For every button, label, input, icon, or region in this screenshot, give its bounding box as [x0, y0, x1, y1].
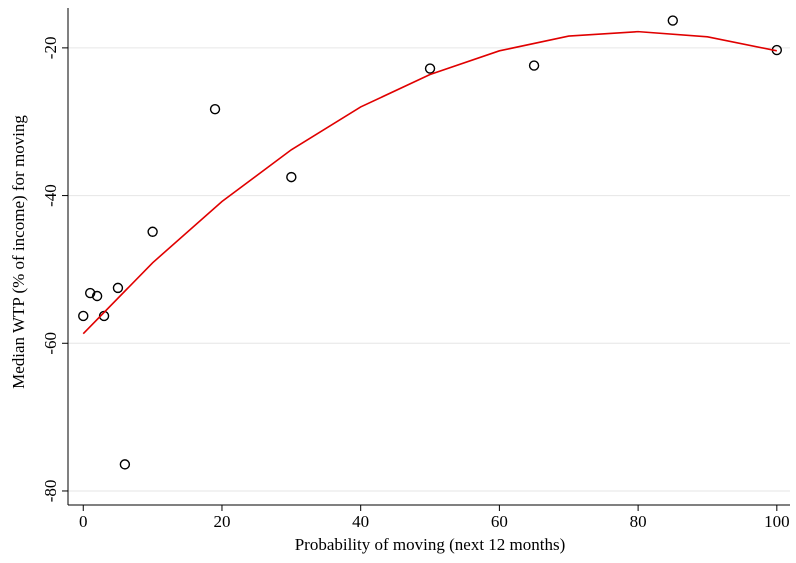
y-tick-label: -60 [41, 332, 60, 355]
fit-line [82, 30, 777, 335]
x-tick-label: 20 [213, 512, 230, 531]
x-tick-label: 40 [352, 512, 369, 531]
scatter-point [91, 290, 103, 302]
scatter-point [119, 459, 131, 470]
x-axis-label: Probability of moving (next 12 months) [295, 535, 566, 554]
x-tick-label: 0 [79, 512, 88, 531]
scatter-point [84, 287, 96, 299]
y-tick-label: -20 [41, 37, 60, 60]
scatter-point [209, 103, 221, 115]
scatter-point [147, 226, 158, 237]
scatter-point [528, 60, 540, 71]
x-tick-label: 100 [764, 512, 790, 531]
x-tick-label: 80 [630, 512, 647, 531]
scatter-point [286, 171, 297, 183]
y-axis-label: Median WTP (% of income) for moving [9, 115, 28, 389]
y-tick-label: -40 [41, 184, 60, 207]
scatter-point [112, 282, 124, 294]
scatter-point [78, 310, 89, 322]
scatter-point [424, 63, 436, 74]
scatter-point [667, 15, 678, 26]
x-tick-label: 60 [491, 512, 508, 531]
y-tick-label: -80 [41, 480, 60, 503]
